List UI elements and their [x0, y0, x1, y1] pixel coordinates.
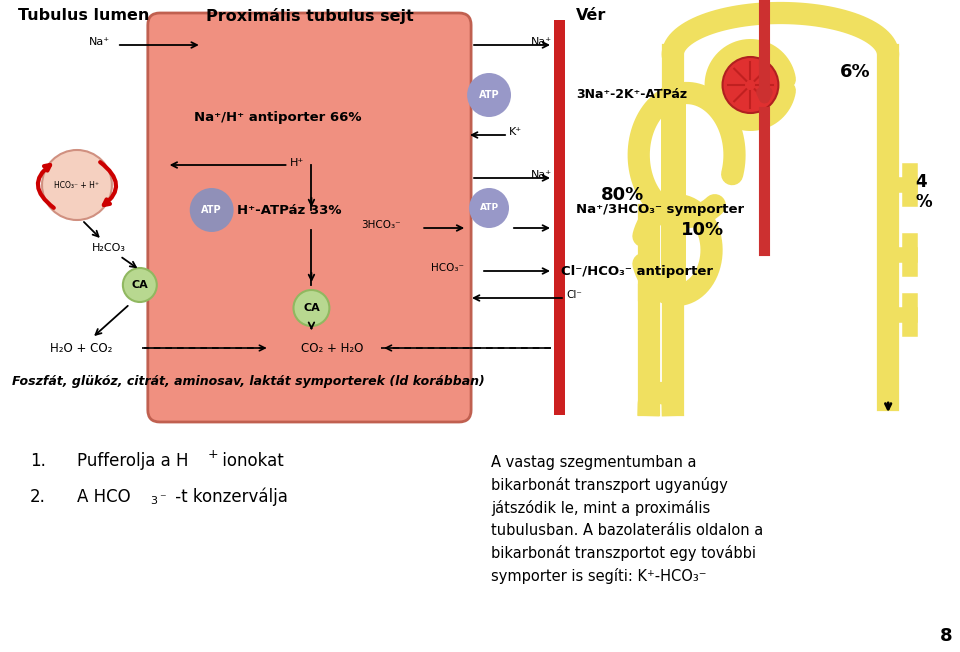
- Text: CO₂ + H₂O: CO₂ + H₂O: [301, 342, 364, 355]
- Circle shape: [123, 268, 156, 302]
- Text: Vér: Vér: [576, 8, 606, 23]
- Text: Cl⁻: Cl⁻: [565, 290, 582, 300]
- Text: Proximális tubulus sejt: Proximális tubulus sejt: [205, 8, 414, 24]
- Text: 3: 3: [150, 496, 156, 506]
- Circle shape: [294, 290, 329, 326]
- Text: K⁺: K⁺: [509, 127, 522, 137]
- Text: Na⁺: Na⁺: [531, 37, 552, 47]
- Circle shape: [42, 150, 112, 220]
- Circle shape: [468, 73, 511, 117]
- Text: 4
%: 4 %: [915, 173, 932, 211]
- Text: A HCO: A HCO: [77, 488, 131, 506]
- Text: ATP: ATP: [202, 205, 222, 215]
- Text: H⁺-ATPáz 33%: H⁺-ATPáz 33%: [236, 203, 341, 216]
- Text: 6%: 6%: [840, 63, 871, 81]
- Text: Na⁺/H⁺ antiporter 66%: Na⁺/H⁺ antiporter 66%: [194, 111, 361, 125]
- Text: Na⁺/3HCO₃⁻ symporter: Na⁺/3HCO₃⁻ symporter: [576, 203, 744, 216]
- Text: H₂O + CO₂: H₂O + CO₂: [50, 342, 112, 355]
- Text: Na⁺: Na⁺: [88, 37, 109, 47]
- Text: ⁻: ⁻: [158, 492, 165, 505]
- Text: Pufferolja a H: Pufferolja a H: [77, 452, 188, 470]
- Text: HCO₃⁻: HCO₃⁻: [431, 263, 465, 273]
- Text: ionokat: ionokat: [217, 452, 283, 470]
- Circle shape: [190, 188, 233, 232]
- Text: A vastag szegmentumban a
bikarbonát transzport ugyanúgy
játszódik le, mint a pro: A vastag szegmentumban a bikarbonát tran…: [492, 455, 763, 584]
- Text: 3Na⁺-2K⁺-ATPáz: 3Na⁺-2K⁺-ATPáz: [576, 89, 687, 102]
- Circle shape: [723, 57, 779, 113]
- Text: +: +: [207, 448, 218, 461]
- Text: 8: 8: [940, 627, 952, 645]
- Text: 2.: 2.: [30, 488, 46, 506]
- Circle shape: [469, 188, 509, 228]
- Text: Tubulus lumen: Tubulus lumen: [18, 8, 150, 23]
- Text: 1.: 1.: [30, 452, 46, 470]
- Text: ATP: ATP: [479, 203, 498, 213]
- Text: CA: CA: [303, 303, 320, 313]
- Text: CA: CA: [132, 280, 148, 290]
- Text: Na⁺: Na⁺: [531, 170, 552, 180]
- Bar: [554, 20, 564, 415]
- Text: Cl⁻/HCO₃⁻ antiporter: Cl⁻/HCO₃⁻ antiporter: [561, 265, 713, 278]
- Text: HCO₃⁻ + H⁺: HCO₃⁻ + H⁺: [55, 181, 100, 190]
- Text: -t konzerválja: -t konzerválja: [170, 488, 288, 507]
- Text: 80%: 80%: [600, 186, 644, 204]
- Text: H⁺: H⁺: [290, 158, 303, 168]
- Text: Foszfát, glükóz, citrát, aminosav, laktát symporterek (ld korábban): Foszfát, glükóz, citrát, aminosav, laktá…: [12, 376, 485, 389]
- FancyBboxPatch shape: [148, 13, 471, 422]
- Text: H₂CO₃: H₂CO₃: [92, 243, 126, 253]
- Text: 3HCO₃⁻: 3HCO₃⁻: [361, 220, 401, 230]
- Text: ATP: ATP: [479, 90, 499, 100]
- Text: 10%: 10%: [681, 221, 724, 239]
